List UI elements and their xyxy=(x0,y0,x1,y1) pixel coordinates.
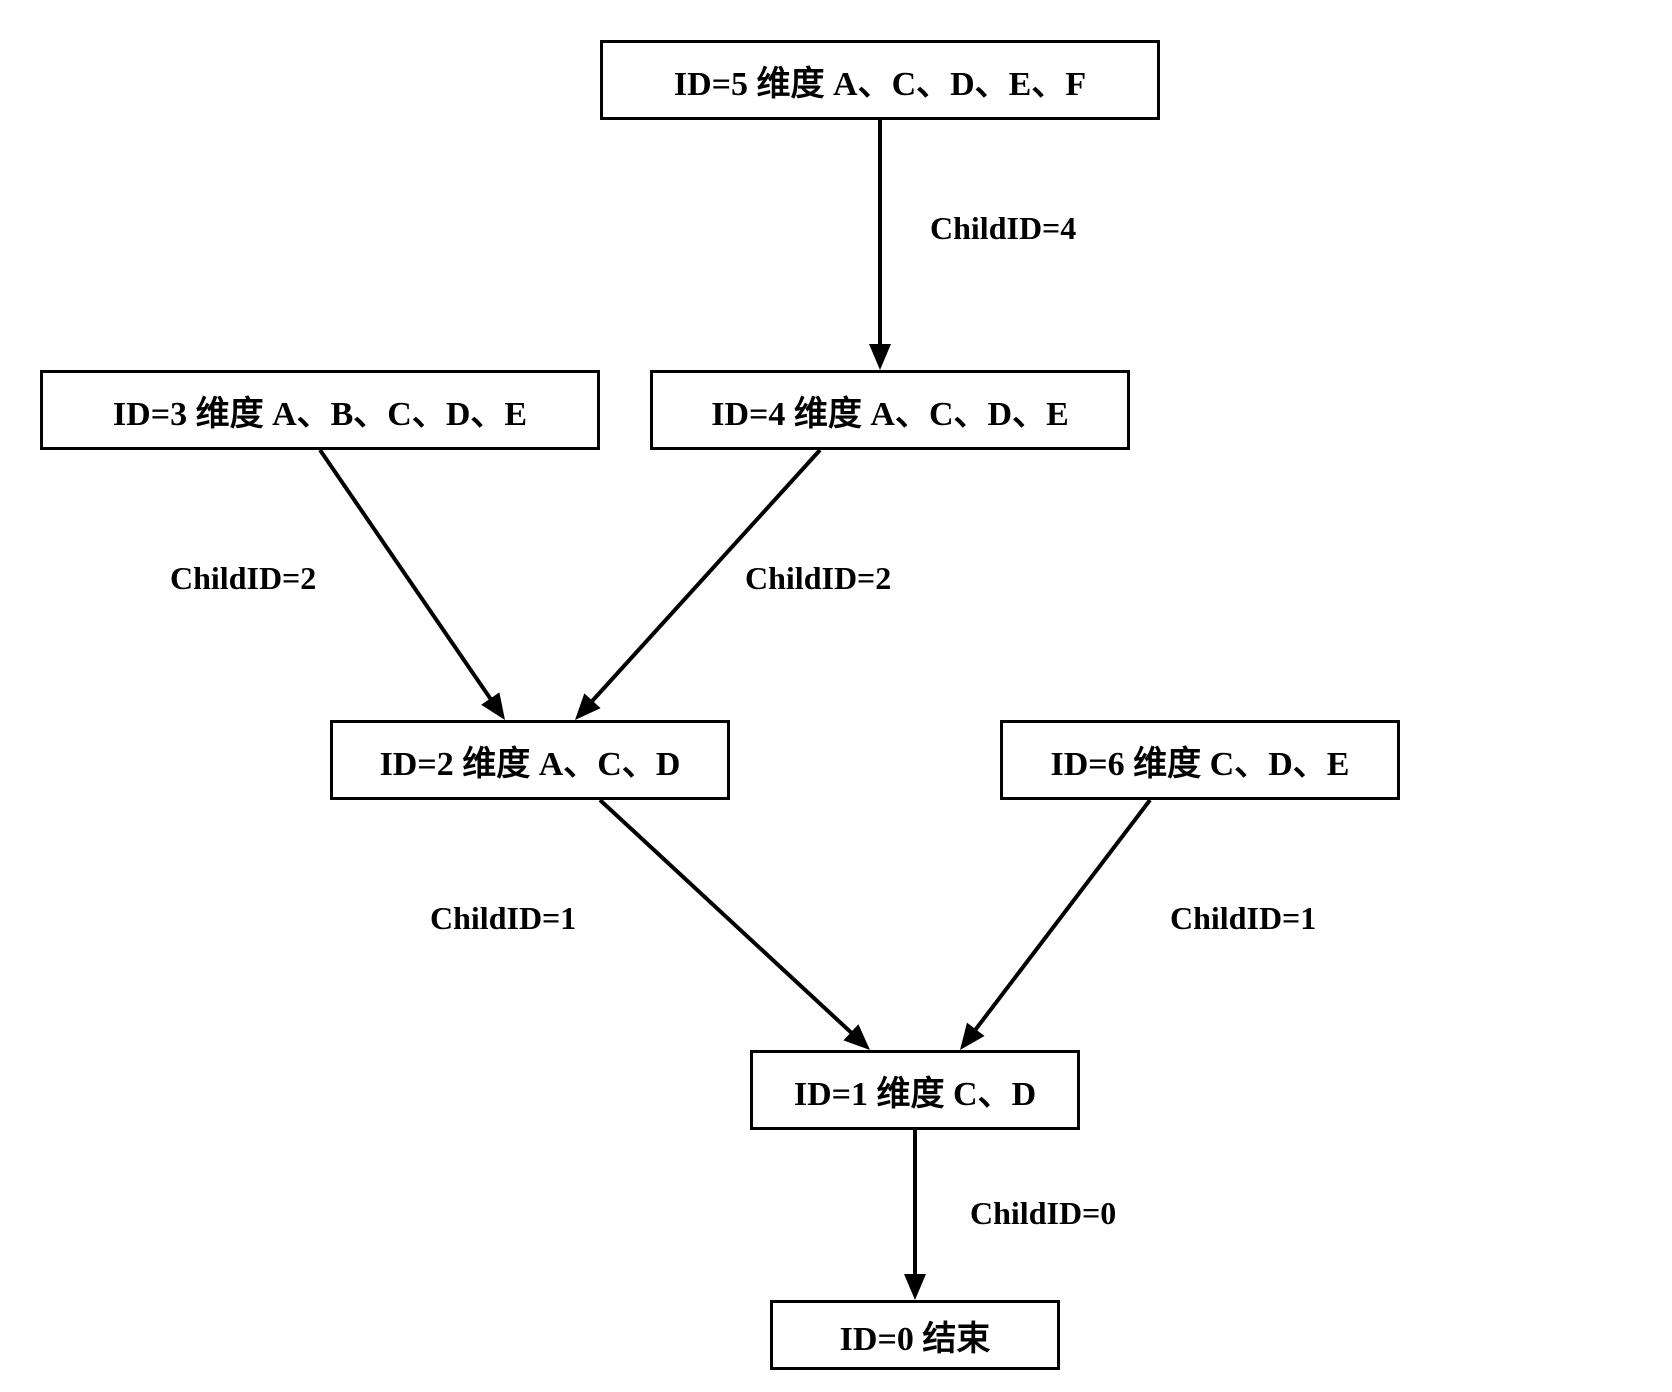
node-id6: ID=6 维度 C、D、E xyxy=(1000,720,1400,800)
edge-label: ChildID=4 xyxy=(930,210,1076,247)
node-id3: ID=3 维度 A、B、C、D、E xyxy=(40,370,600,450)
node-label: ID=0 结束 xyxy=(840,1311,991,1360)
node-label: ID=1 维度 C、D xyxy=(794,1066,1036,1115)
node-id2: ID=2 维度 A、C、D xyxy=(330,720,730,800)
edges-layer xyxy=(0,0,1672,1392)
edge-label: ChildID=2 xyxy=(170,560,316,597)
node-label: ID=5 维度 A、C、D、E、F xyxy=(674,56,1086,105)
node-label: ID=2 维度 A、C、D xyxy=(380,736,681,785)
diagram-canvas: ID=5 维度 A、C、D、E、F ID=3 维度 A、B、C、D、E ID=4… xyxy=(0,0,1672,1392)
edge-label: ChildID=2 xyxy=(745,560,891,597)
edge-label: ChildID=1 xyxy=(1170,900,1316,937)
node-label: ID=6 维度 C、D、E xyxy=(1051,736,1350,785)
edge-label: ChildID=0 xyxy=(970,1195,1116,1232)
node-id4: ID=4 维度 A、C、D、E xyxy=(650,370,1130,450)
node-label: ID=3 维度 A、B、C、D、E xyxy=(113,386,527,435)
node-id1: ID=1 维度 C、D xyxy=(750,1050,1080,1130)
node-label: ID=4 维度 A、C、D、E xyxy=(711,386,1069,435)
edge-label: ChildID=1 xyxy=(430,900,576,937)
node-id5: ID=5 维度 A、C、D、E、F xyxy=(600,40,1160,120)
node-id0: ID=0 结束 xyxy=(770,1300,1060,1370)
